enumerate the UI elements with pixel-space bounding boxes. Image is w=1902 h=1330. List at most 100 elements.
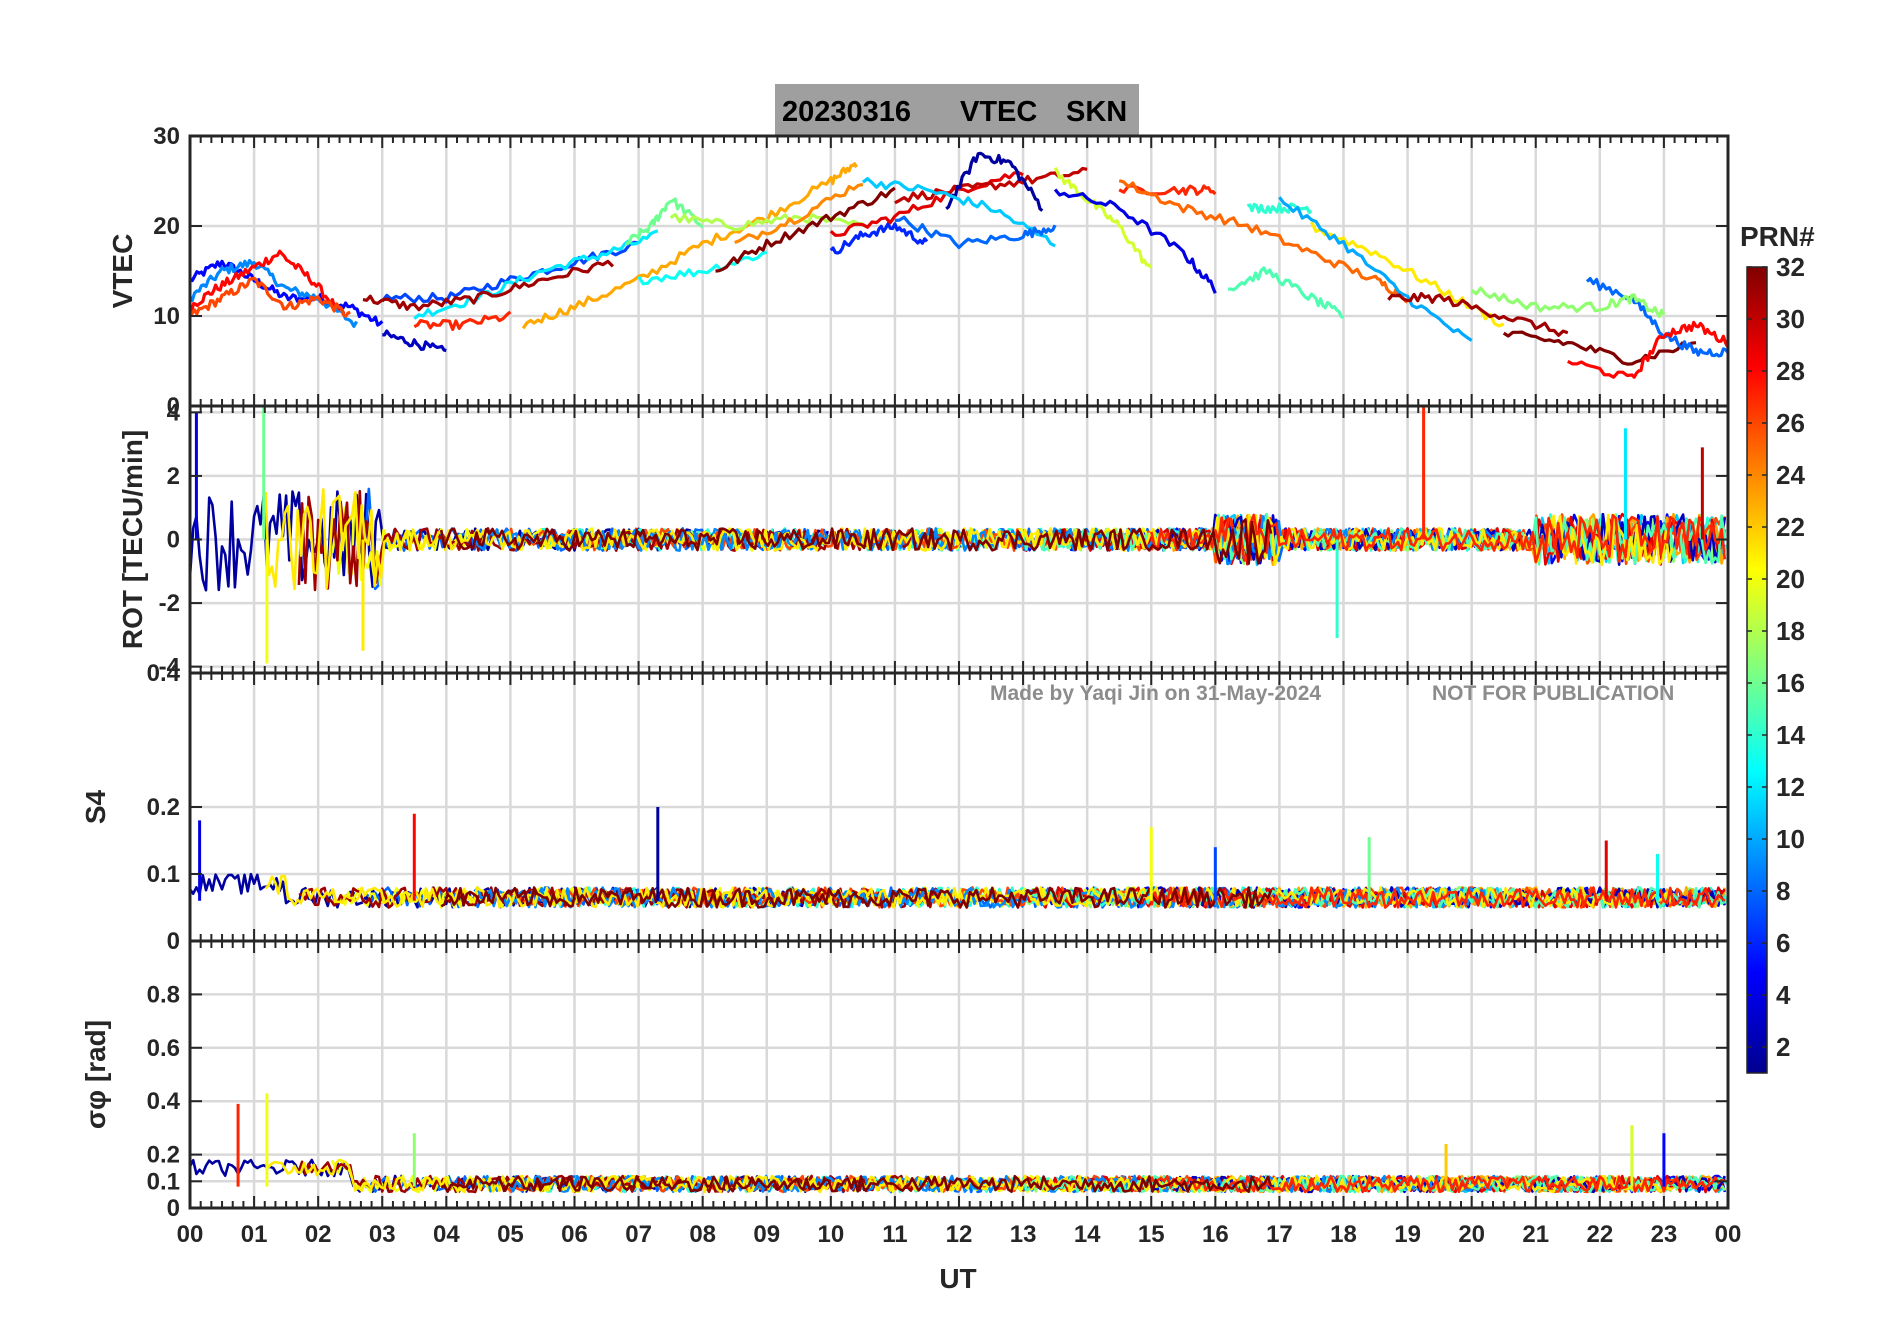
colorbar-tick-label: 16 <box>1776 668 1805 698</box>
vtec-trace-prn-29 <box>829 170 1024 237</box>
y-tick-label: 0.4 <box>147 1088 181 1115</box>
vtec-trace-prn-30 <box>894 166 1088 205</box>
colorbar-tick-label: 26 <box>1776 408 1805 438</box>
y-tick-label: 0.1 <box>147 861 180 888</box>
vtec-trace-prn-2 <box>945 151 1044 212</box>
vtec-trace-prn-5 <box>190 259 384 327</box>
watermark-notice: NOT FOR PUBLICATION <box>1432 682 1674 705</box>
y-tick-label: 0.1 <box>147 1168 180 1195</box>
title-date: 20230316 <box>782 96 911 128</box>
vtec-trace-prn-25 <box>1118 179 1409 304</box>
y-tick-label: 2 <box>167 463 180 490</box>
y-tick-label: 0.4 <box>147 660 181 687</box>
x-tick-label: 18 <box>1330 1221 1357 1248</box>
colorbar-tick-label: 22 <box>1776 512 1805 542</box>
y-tick-label: 0 <box>167 393 180 420</box>
x-tick-label: 23 <box>1651 1221 1678 1248</box>
sigma-phi-panel: 00.10.2 0.4 0.6 0.8 σφ [rad] <box>80 939 1730 1222</box>
vtec-trace-prn-8 <box>894 215 1057 250</box>
vtec-trace-prn-8 <box>1585 277 1728 358</box>
watermark-author: Made by Yaqi Jin on 31-May-2024 <box>990 682 1321 705</box>
colorbar-tick-label: 18 <box>1776 616 1805 646</box>
vtec-trace-prn-6 <box>829 222 929 255</box>
vtec-trace-prn-31 <box>362 259 615 312</box>
x-tick-label: 12 <box>946 1221 973 1248</box>
y-tick-label: 20 <box>153 213 180 240</box>
vtec-trace-prn-9 <box>190 258 358 328</box>
colorbar-tick-label: 28 <box>1776 356 1805 386</box>
vtec-trace-prn-4 <box>1053 188 1217 294</box>
rot-panel-trace-prn-27 <box>1150 513 1727 564</box>
x-tick-label: 02 <box>305 1221 332 1248</box>
sigma-phi-panel-traces <box>190 1093 1728 1194</box>
x-tick-label: 03 <box>369 1221 396 1248</box>
sigma-phi-panel-y-label: σφ [rad] <box>80 1020 111 1129</box>
vtec-trace-prn-24 <box>734 182 864 244</box>
title-station: SKN <box>1066 96 1127 128</box>
x-tick-label: 00 <box>1715 1221 1742 1248</box>
vtec-trace-prn-14 <box>1246 202 1313 214</box>
vtec-trace-prn-32 <box>715 186 896 273</box>
vtec-panel: 0 10 20 30 VTEC <box>107 123 1730 420</box>
x-tick-label: 20 <box>1458 1221 1485 1248</box>
vtec-trace-prn-27 <box>413 310 512 331</box>
x-axis-label: UT <box>939 1263 976 1294</box>
x-tick-label: 00 <box>177 1221 204 1248</box>
y-tick-label: 0.6 <box>147 1035 180 1062</box>
x-tick-label: 06 <box>561 1221 588 1248</box>
vtec-trace-prn-28 <box>1567 320 1728 379</box>
colorbar-tick-label: 10 <box>1776 824 1805 854</box>
vtec-trace-prn-15 <box>1227 266 1345 320</box>
y-tick-label: -4 <box>159 654 181 681</box>
x-tick-label: 14 <box>1074 1221 1101 1248</box>
rot-panel-traces <box>190 406 1728 664</box>
colorbar-tick-label: 8 <box>1776 876 1790 906</box>
vtec-trace-prn-11 <box>861 177 1056 248</box>
x-tick-label: 22 <box>1586 1221 1613 1248</box>
s4-panel: 0 0.1 0.2 0.4 S4 <box>80 660 1730 955</box>
sigma-phi-panel-trace-prn-32 <box>440 1174 1273 1193</box>
x-tick-label: 05 <box>497 1221 524 1248</box>
x-tick-label: 10 <box>817 1221 844 1248</box>
y-tick-label: 0.2 <box>147 794 180 821</box>
colorbar-tick-label: 24 <box>1776 460 1805 490</box>
vtec-trace-prn-3 <box>382 329 447 353</box>
x-tick-label: 17 <box>1266 1221 1293 1248</box>
rot-panel-trace-prn-15 <box>1021 512 1727 566</box>
colorbar-label: PRN# <box>1740 221 1815 252</box>
colorbar-tick-label: 12 <box>1776 772 1805 802</box>
vtec-trace-prn-18 <box>669 213 863 232</box>
vtec-trace-prn-12 <box>413 229 659 320</box>
y-tick-label: 0 <box>167 928 180 955</box>
x-tick-label: 09 <box>753 1221 780 1248</box>
x-tick-label: 13 <box>1010 1221 1037 1248</box>
vtec-trace-prn-16 <box>625 197 704 246</box>
colorbar-tick-label: 2 <box>1776 1032 1790 1062</box>
colorbar-tick-label: 14 <box>1776 720 1805 750</box>
sigma-phi-panel-trace-prn-27 <box>1150 1174 1726 1194</box>
y-tick-label: 4 <box>167 399 181 426</box>
s4-panel-y-label: S4 <box>80 789 111 824</box>
vtec-trace-prn-31 <box>1387 291 1569 337</box>
vtec-trace-prn-28 <box>190 249 346 315</box>
x-tick-labels: 00 01 02 03 04 05 06 07 08 09 10 11 12 13 14 15 16 17 18 19… <box>177 1221 1742 1248</box>
y-tick-label: -2 <box>159 590 180 617</box>
x-tick-label: 01 <box>241 1221 268 1248</box>
rot-panel: -4 -2 0 2 4 ROT [TECU/min] <box>117 399 1730 681</box>
y-tick-label: 10 <box>153 303 180 330</box>
vtec-trace-prn-23 <box>521 162 858 330</box>
vtec-trace-prn-32 <box>1502 330 1697 366</box>
y-tick-label: 0 <box>167 1195 180 1222</box>
rot-panel-y-label: ROT [TECU/min] <box>117 430 148 649</box>
x-tick-label: 21 <box>1522 1221 1549 1248</box>
s4-panel-trace-prn-27 <box>1150 886 1726 909</box>
s4-panel-trace-prn-9 <box>473 886 1498 909</box>
vtec-panel-traces <box>190 151 1728 379</box>
x-tick-label: 19 <box>1394 1221 1421 1248</box>
vtec-trace-prn-26 <box>190 276 351 318</box>
vtec-trace-prn-10 <box>1278 196 1473 342</box>
s4-panel-traces <box>190 807 1728 909</box>
x-tick-label: 11 <box>882 1221 907 1248</box>
vtec-trace-prn-13 <box>637 250 768 286</box>
